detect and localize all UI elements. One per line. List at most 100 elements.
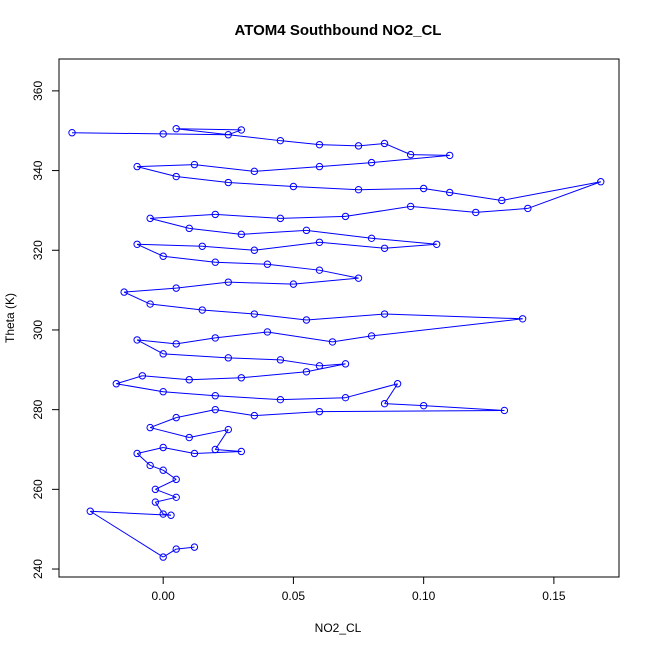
- series-segment: [142, 375, 190, 381]
- series-segment: [254, 241, 320, 251]
- y-axis-label: Theta (K): [3, 293, 17, 343]
- data-point: [237, 374, 246, 382]
- data-point: [112, 380, 121, 388]
- series-segment: [162, 548, 177, 558]
- data-point: [302, 316, 311, 324]
- data-point: [315, 140, 324, 149]
- y-tick-label: 360: [31, 81, 45, 101]
- x-tick-label: 0.15: [542, 589, 566, 603]
- series-segment: [215, 331, 268, 339]
- data-point: [406, 150, 415, 159]
- chart-title: ATOM4 Southbound NO2_CL: [235, 22, 442, 39]
- data-point: [211, 210, 219, 219]
- series-segment: [215, 213, 281, 219]
- series-segment: [137, 166, 177, 178]
- series-segment: [280, 359, 320, 367]
- series-segment: [319, 269, 359, 279]
- series-segment: [306, 363, 346, 373]
- series-segment: [475, 207, 528, 213]
- data-point: [151, 485, 160, 494]
- data-point: [211, 392, 219, 400]
- series-segment: [163, 447, 195, 454]
- data-point: [159, 553, 167, 561]
- series-segment: [150, 427, 190, 439]
- y-tick-label: 280: [31, 399, 45, 419]
- data-point: [172, 172, 180, 181]
- data-point: [146, 423, 154, 432]
- series-segment: [150, 217, 190, 229]
- series-segment: [358, 188, 424, 191]
- data-point: [167, 511, 175, 519]
- data-point: [159, 388, 167, 396]
- series-segment: [319, 162, 372, 168]
- series-segment: [202, 309, 255, 315]
- series-segment: [254, 313, 307, 321]
- data-point: [146, 461, 154, 470]
- data-point: [380, 310, 389, 318]
- x-axis: 0.00 0.05 0.10 0.15: [152, 576, 566, 603]
- series-segment: [384, 143, 411, 156]
- series-segment: [293, 186, 359, 191]
- data-point: [133, 449, 141, 458]
- series-segment: [149, 464, 164, 471]
- data-point: [172, 545, 180, 553]
- data-point: [159, 510, 167, 518]
- data-point: [276, 136, 285, 145]
- data-point: [185, 433, 193, 442]
- data-point: [211, 405, 219, 414]
- series-segment: [280, 215, 346, 219]
- series-segment: [176, 337, 216, 345]
- series-segment: [176, 128, 281, 142]
- data-point: [354, 185, 363, 194]
- series-segment: [176, 128, 242, 131]
- data-point: [276, 214, 285, 223]
- series-segment: [116, 383, 164, 393]
- data-point: [276, 356, 285, 364]
- data-point: [185, 376, 193, 384]
- series-segment: [293, 277, 359, 285]
- x-axis-label: NO2_CL: [315, 621, 362, 635]
- series-segment: [228, 357, 281, 361]
- data-point: [224, 178, 233, 187]
- y-tick-label: 340: [31, 160, 45, 180]
- data-point: [159, 466, 167, 474]
- data-point: [367, 332, 376, 340]
- series-segment: [136, 339, 164, 355]
- series-segment: [215, 261, 268, 265]
- series-segment: [241, 229, 307, 235]
- data-point: [224, 354, 233, 362]
- x-tick-label: 0.00: [152, 589, 176, 603]
- series-segment: [410, 154, 450, 156]
- series-segment: [267, 263, 320, 271]
- data-point: [159, 130, 167, 138]
- series-segment: [124, 287, 177, 293]
- series-segment: [116, 375, 143, 385]
- data-point: [237, 126, 246, 134]
- data-point: [250, 310, 259, 318]
- data-point: [185, 224, 193, 233]
- series-segment: [90, 510, 172, 516]
- data-point: [86, 507, 94, 515]
- data-point: [250, 167, 259, 176]
- data-point: [159, 252, 167, 260]
- data-point: [263, 260, 272, 268]
- series-segment: [228, 182, 294, 188]
- y-tick-label: 300: [31, 320, 45, 340]
- data-point: [341, 393, 350, 402]
- data-point: [518, 315, 527, 323]
- data-point: [263, 328, 272, 336]
- series-segment: [319, 241, 385, 249]
- series-segment: [162, 469, 177, 480]
- data-point: [211, 258, 219, 266]
- data-point: [146, 300, 154, 308]
- data-point: [354, 274, 363, 282]
- data-point: [380, 139, 389, 148]
- series-segment: [228, 281, 294, 285]
- series-segment: [189, 377, 242, 381]
- series-segment: [89, 510, 164, 558]
- series-segment: [228, 129, 242, 136]
- series-segment: [137, 164, 195, 168]
- series-segment: [215, 448, 242, 452]
- data-point: [211, 334, 219, 342]
